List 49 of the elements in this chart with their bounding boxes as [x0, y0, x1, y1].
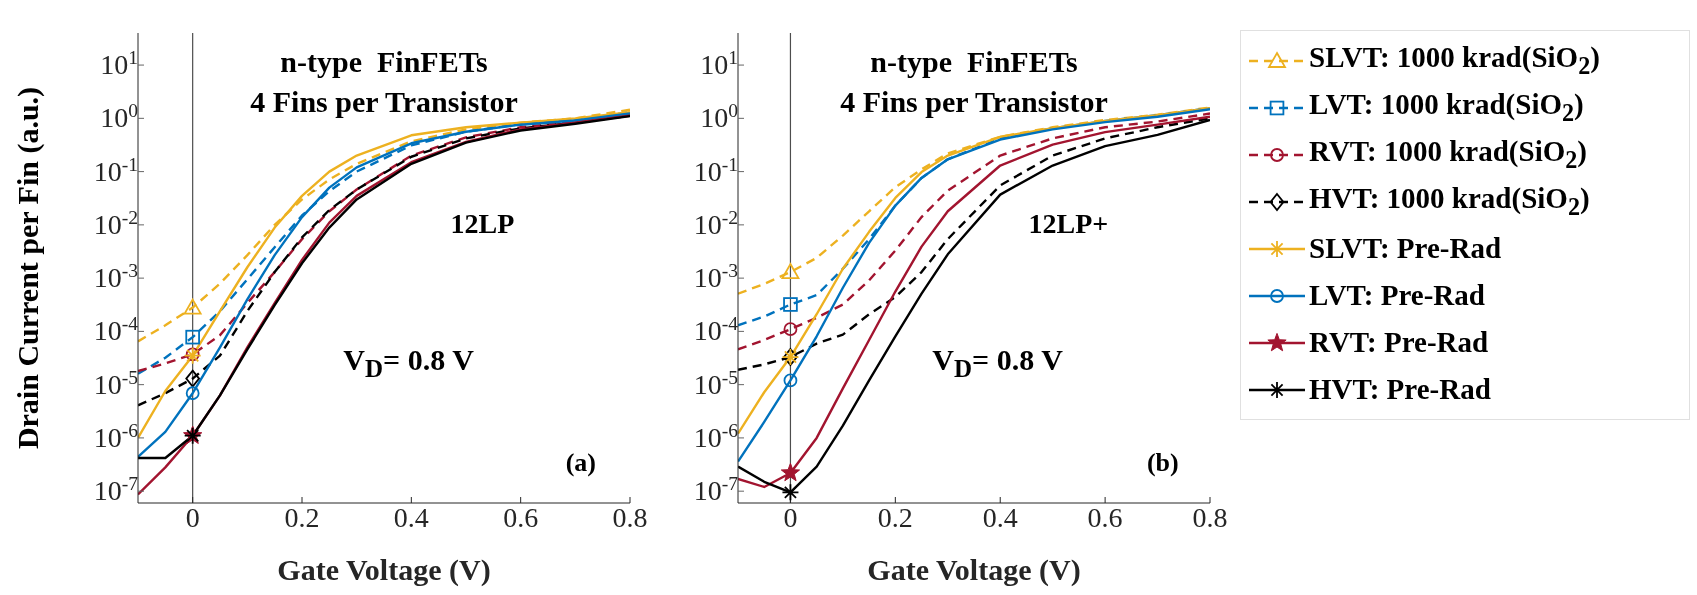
x-tick-label: 0.4: [982, 502, 1018, 533]
y-tick-label: 10$^{-6}$: [693, 419, 739, 453]
legend-label: SLVT: Pre-Rad: [1309, 232, 1502, 265]
y-tick-label: 10$^{-6}$: [93, 419, 139, 453]
annotation: (a): [565, 448, 596, 478]
legend-label: RVT: 1000 krad(SiO$_{2}$): [1309, 135, 1587, 174]
y-tick-label: 10$^{-3}$: [693, 259, 739, 294]
y-tick-label: 10$^{-5}$: [93, 366, 139, 400]
y-tick-label: 10$^{-7}$: [93, 472, 139, 507]
legend-label: SLVT: 1000 krad(SiO$_{2}$): [1309, 41, 1600, 80]
x-axis-title: Gate Voltage (V): [866, 553, 1082, 587]
legend-label: LVT: Pre-Rad: [1309, 279, 1485, 312]
x-tick-label: 0: [783, 502, 798, 533]
y-tick-label: 10$^{1}$: [100, 46, 138, 81]
x-tick-label: 0.4: [393, 502, 429, 533]
y-tick-label: 10$^{-1}$: [93, 153, 138, 187]
annotation: V$_{D}$= 0.8 V: [932, 343, 1063, 383]
x-tick-label: 0.6: [1087, 502, 1123, 533]
x-tick-label: 0.8: [612, 502, 648, 533]
y-tick-label: 10$^{-3}$: [93, 259, 139, 294]
annotation: n-type FinFETs: [870, 45, 1078, 79]
annotation: 4 Fins per Transistor: [840, 85, 1108, 119]
x-tick-label: 0.2: [877, 502, 913, 533]
y-tick-label: 10$^{-4}$: [693, 312, 739, 347]
y-tick-label: 10$^{-2}$: [93, 206, 138, 240]
annotation: (b): [1146, 448, 1179, 478]
y-tick-label: 10$^{0}$: [100, 99, 139, 134]
x-tick-label: 0: [185, 502, 200, 533]
legend-label: LVT: 1000 krad(SiO$_{2}$): [1309, 88, 1584, 127]
annotation: 4 Fins per Transistor: [250, 85, 518, 119]
annotation: 12LP: [450, 208, 515, 240]
legend-label: RVT: Pre-Rad: [1309, 326, 1489, 359]
x-tick-label: 0.6: [503, 502, 539, 533]
y-tick-label: 10$^{-7}$: [693, 472, 739, 507]
y-tick-label: 10$^{-4}$: [93, 312, 139, 347]
annotation: V$_{D}$= 0.8 V: [343, 343, 474, 383]
y-tick-label: 10$^{0}$: [700, 99, 739, 134]
y-axis-title: Drain Current per Fin (a.u.): [11, 86, 45, 450]
annotation: 12LP+: [1028, 208, 1109, 240]
legend-label: HVT: 1000 krad(SiO$_{2}$): [1309, 182, 1590, 221]
x-tick-label: 0.2: [284, 502, 320, 533]
legend-label: HVT: Pre-Rad: [1309, 373, 1491, 406]
y-tick-label: 10$^{-5}$: [693, 366, 739, 400]
y-tick-label: 10$^{1}$: [700, 46, 738, 81]
x-tick-label: 0.8: [1192, 502, 1228, 533]
x-axis-title: Gate Voltage (V): [276, 553, 492, 587]
y-tick-label: 10$^{-1}$: [693, 153, 738, 187]
annotation: n-type FinFETs: [280, 45, 488, 79]
y-tick-label: 10$^{-2}$: [693, 206, 738, 240]
